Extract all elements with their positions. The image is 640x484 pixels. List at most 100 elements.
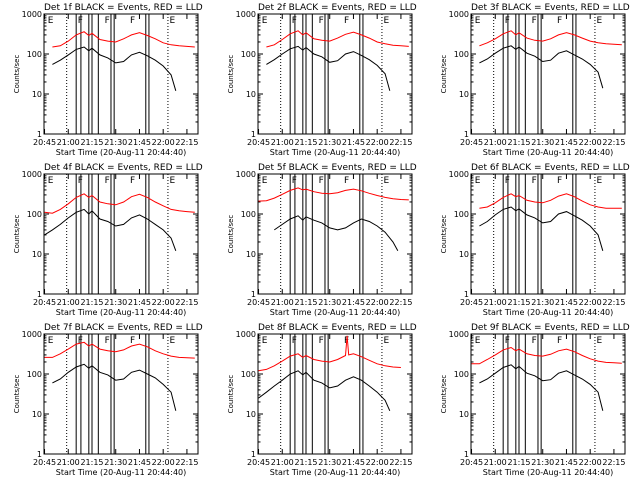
- chart-title: Det 6f BLACK = Events, RED = LLD: [471, 163, 630, 173]
- x-tick-label: 21:30: [104, 458, 127, 467]
- y-tick-label: 1: [251, 290, 256, 299]
- events-series-line: [274, 215, 399, 252]
- chart-panel-9: Det 9f BLACK = Events, RED = LLD E F F F E 1 10…: [440, 323, 630, 477]
- x-tick-label: 22:15: [389, 138, 412, 147]
- chart-panel-2: Det 2f BLACK = Events, RED = LLD E F F F E 1 10…: [227, 3, 417, 157]
- y-axis-label: Counts/sec: [440, 375, 448, 414]
- y-tick-label: 10: [246, 90, 256, 99]
- y-tick-label: 10: [459, 90, 469, 99]
- y-tick-label: 1: [464, 130, 469, 139]
- x-tick-label: 21:30: [531, 298, 554, 307]
- lld-series-line: [44, 193, 195, 214]
- x-tick-label: 21:00: [484, 458, 507, 467]
- events-series-line: [479, 45, 604, 89]
- y-tick-label: 100: [27, 50, 42, 59]
- x-tick-label: 21:15: [80, 138, 103, 147]
- x-tick-label: 22:15: [389, 458, 412, 467]
- y-axis-label: Counts/sec: [440, 215, 448, 254]
- plot-frame: [257, 333, 413, 455]
- x-tick-label: 21:30: [531, 458, 554, 467]
- state-marker-label: F: [532, 176, 537, 186]
- y-tick-label: 1: [37, 130, 42, 139]
- x-tick-label: 21:30: [104, 138, 127, 147]
- x-axis-label: Start Time (20-Aug-11 20:44:40): [56, 468, 187, 477]
- state-marker-label: E: [170, 336, 176, 346]
- y-axis-label: Counts/sec: [13, 375, 21, 414]
- x-tick-label: 21:30: [531, 138, 554, 147]
- chart-panel-1: Det 1f BLACK = Events, RED = LLD E F F F E 1 10…: [13, 3, 203, 157]
- state-marker-label: F: [344, 16, 349, 26]
- x-tick-label: 20:45: [33, 138, 56, 147]
- x-tick-label: 22:15: [175, 138, 198, 147]
- x-tick-label: 21:45: [128, 298, 151, 307]
- state-marker-label: F: [505, 336, 510, 346]
- chart-panel-5: Det 5f BLACK = Events, RED = LLD E F F F E 1 10…: [227, 163, 417, 317]
- x-tick-label: 21:15: [80, 458, 103, 467]
- x-tick-label: 22:15: [602, 138, 625, 147]
- x-tick-label: 20:45: [247, 298, 270, 307]
- state-marker-label: E: [597, 336, 603, 346]
- y-tick-label: 1: [464, 450, 469, 459]
- events-series-line: [479, 206, 604, 251]
- state-marker-label: F: [505, 16, 510, 26]
- y-tick-label: 1: [251, 450, 256, 459]
- y-tick-label: 100: [454, 370, 469, 379]
- state-marker-label: E: [170, 16, 176, 26]
- x-tick-label: 21:45: [342, 298, 365, 307]
- x-axis-label: Start Time (20-Aug-11 20:44:40): [270, 308, 401, 317]
- plot-frame: [470, 333, 626, 455]
- state-marker-label: F: [130, 176, 135, 186]
- lld-series-line: [471, 346, 622, 365]
- x-tick-label: 21:15: [507, 138, 530, 147]
- state-marker-label: E: [597, 176, 603, 186]
- x-tick-label: 20:45: [247, 138, 270, 147]
- x-tick-label: 22:00: [152, 458, 175, 467]
- y-tick-label: 10: [459, 250, 469, 259]
- x-tick-label: 21:15: [294, 458, 317, 467]
- state-marker-label: F: [130, 16, 135, 26]
- state-marker-label: E: [48, 336, 54, 346]
- state-marker-label: F: [319, 176, 324, 186]
- x-tick-label: 20:45: [460, 138, 483, 147]
- state-marker-label: E: [48, 16, 54, 26]
- x-tick-label: 21:30: [318, 298, 341, 307]
- state-marker-label: F: [130, 336, 135, 346]
- y-tick-label: 1000: [22, 330, 42, 339]
- x-tick-label: 21:30: [318, 138, 341, 147]
- y-tick-label: 10: [459, 410, 469, 419]
- y-tick-label: 100: [454, 210, 469, 219]
- chart-title: Det 3f BLACK = Events, RED = LLD: [471, 3, 630, 13]
- x-tick-label: 21:30: [104, 298, 127, 307]
- state-marker-label: F: [292, 176, 297, 186]
- state-marker-label: E: [262, 176, 268, 186]
- state-marker-label: E: [170, 176, 176, 186]
- x-axis-label: Start Time (20-Aug-11 20:44:40): [483, 468, 614, 477]
- y-tick-label: 100: [27, 210, 42, 219]
- state-marker-label: F: [557, 16, 562, 26]
- chart-panel-4: Det 4f BLACK = Events, RED = LLD E F F F E 1 10…: [13, 163, 203, 317]
- x-tick-label: 22:00: [366, 298, 389, 307]
- x-tick-label: 22:00: [579, 138, 602, 147]
- state-marker-label: E: [384, 16, 390, 26]
- state-marker-label: E: [384, 336, 390, 346]
- chart-title: Det 9f BLACK = Events, RED = LLD: [471, 323, 630, 333]
- events-series-line: [52, 363, 177, 411]
- y-tick-label: 10: [246, 250, 256, 259]
- x-axis-label: Start Time (20-Aug-11 20:44:40): [483, 308, 614, 317]
- y-tick-label: 1000: [236, 330, 256, 339]
- plot-frame: [43, 13, 199, 135]
- x-tick-label: 22:15: [602, 458, 625, 467]
- lld-series-line: [258, 335, 401, 372]
- x-tick-label: 21:00: [484, 138, 507, 147]
- y-tick-label: 10: [32, 250, 42, 259]
- x-tick-label: 21:15: [507, 298, 530, 307]
- y-tick-label: 1000: [449, 170, 469, 179]
- y-tick-label: 1000: [22, 10, 42, 19]
- state-marker-label: F: [532, 336, 537, 346]
- y-tick-label: 1000: [236, 10, 256, 19]
- y-tick-label: 100: [241, 210, 256, 219]
- x-tick-label: 22:00: [579, 458, 602, 467]
- x-tick-label: 21:15: [80, 298, 103, 307]
